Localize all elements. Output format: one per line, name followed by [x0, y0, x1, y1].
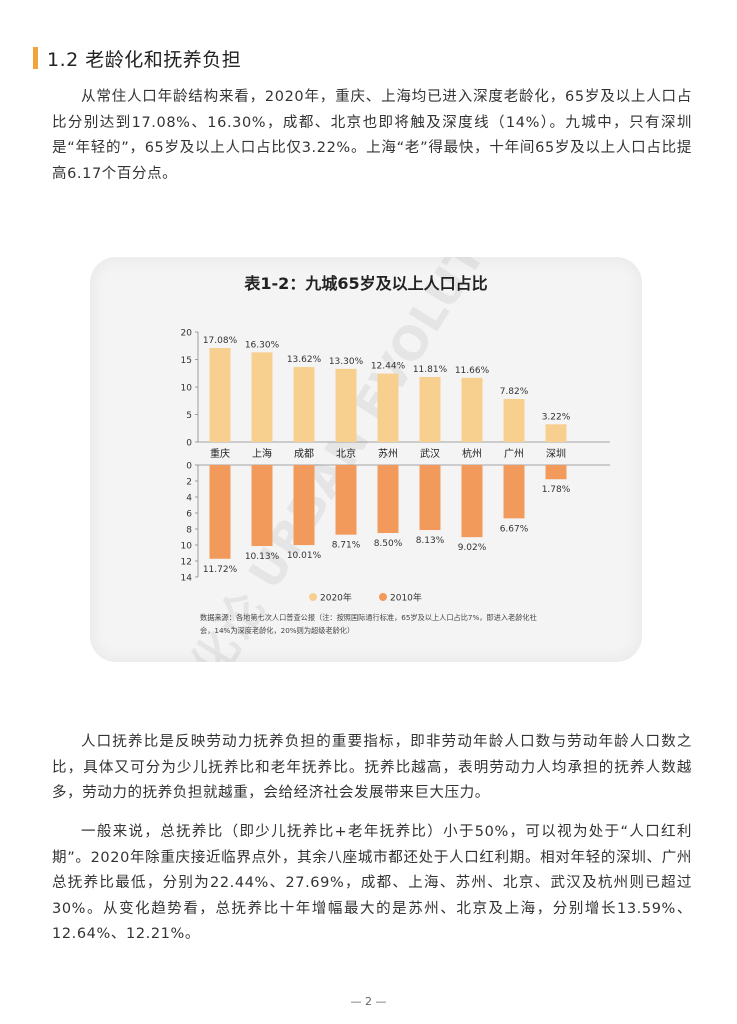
category-label: 北京: [336, 447, 356, 460]
bar-2010: [419, 465, 441, 531]
heading-accent-bar: [33, 47, 38, 69]
bottom-tick-label: 8: [186, 526, 192, 536]
category-label: 广州: [504, 448, 524, 460]
bar-2020: [335, 368, 357, 442]
page-number: — 2 —: [350, 995, 387, 1008]
bar-2020: [545, 424, 567, 442]
data-label-2020: 16.30%: [245, 340, 280, 350]
bar-2010: [377, 465, 399, 533]
aging-chart: 城市进化论 URBAN EVOLUTION表1-2：九城65岁及以上人口占比05…: [107, 257, 610, 662]
data-label-2020: 7.82%: [500, 387, 529, 397]
bottom-tick-label: 2: [186, 478, 192, 488]
legend-label-2010: 2010年: [390, 592, 422, 604]
bar-2020: [461, 377, 483, 442]
bar-2010: [209, 465, 231, 559]
bar-2020: [419, 377, 441, 442]
bar-2010: [545, 465, 567, 480]
data-label-2020: 13.30%: [329, 357, 364, 367]
bar-2020: [503, 398, 525, 442]
bar-2020: [251, 352, 273, 442]
bottom-tick-label: 10: [181, 542, 193, 552]
category-label: 武汉: [420, 447, 440, 460]
bar-2020: [377, 373, 399, 442]
data-label-2010: 8.71%: [332, 541, 361, 551]
source-note-line: 会，14%为深度老龄化，20%则为超级老龄化）: [200, 626, 354, 635]
paragraph-dependency-ratio: 人口抚养比是反映劳动力抚养负担的重要指标，即非劳动年龄人口数与劳动年龄人口数之比…: [52, 734, 692, 801]
bar-2020: [209, 348, 231, 442]
top-tick-label: 15: [181, 356, 192, 366]
data-label-2010: 10.01%: [287, 551, 322, 561]
top-tick-label: 20: [181, 329, 193, 339]
top-tick-label: 10: [181, 384, 193, 394]
paragraph-demographic-dividend: 一般来说，总抚养比（即少儿抚养比+老年抚养比）小于50%，可以视为处于“人口红利…: [52, 824, 692, 942]
bottom-tick-label: 0: [186, 462, 192, 472]
data-label-2010: 6.67%: [500, 524, 529, 534]
legend-swatch-2010: [379, 593, 387, 601]
chart-card: 城市进化论 URBAN EVOLUTION 表1-2：九城65岁及以上人口占比 0 5…: [90, 257, 642, 662]
data-label-2020: 12.44%: [371, 362, 406, 372]
section-heading: 1.2 老龄化和抚养负担: [33, 45, 241, 71]
data-label-2010: 10.13%: [245, 552, 280, 562]
source-note-line: 数据来源：各地第七次人口普查公报（注：按照国际通行标准，65岁及以上人口占比7%…: [200, 613, 537, 622]
bar-2010: [251, 465, 273, 547]
bar-2010: [503, 465, 525, 519]
data-label-2010: 8.50%: [374, 539, 403, 549]
data-label-2020: 13.62%: [287, 355, 322, 365]
category-label: 上海: [252, 447, 272, 460]
category-label: 苏州: [378, 447, 398, 460]
bottom-tick-label: 12: [181, 558, 192, 568]
category-label: 深圳: [546, 448, 566, 460]
top-tick-label: 5: [186, 411, 192, 421]
category-label: 成都: [294, 448, 314, 460]
data-label-2010: 8.13%: [416, 536, 445, 546]
data-label-2020: 11.66%: [455, 366, 490, 376]
paragraph-aging: 从常住人口年龄结构来看，2020年，重庆、上海均已进入深度老龄化，65岁及以上人…: [52, 89, 692, 182]
bar-2010: [461, 465, 483, 538]
bottom-tick-label: 14: [181, 574, 193, 584]
section-title: 1.2 老龄化和抚养负担: [47, 48, 242, 71]
chart-title: 表1-2：九城65岁及以上人口占比: [243, 274, 487, 293]
data-label-2020: 11.81%: [413, 365, 448, 375]
legend-label-2020: 2020年: [320, 592, 352, 604]
data-label-2010: 11.72%: [203, 565, 238, 575]
bar-2010: [293, 465, 315, 546]
data-label-2020: 17.08%: [203, 336, 238, 346]
data-label-2010: 1.78%: [542, 485, 571, 495]
category-label: 重庆: [210, 447, 230, 460]
data-label-2010: 9.02%: [458, 543, 487, 553]
bar-2020: [293, 367, 315, 442]
legend-swatch-2020: [309, 593, 317, 601]
bottom-tick-label: 4: [186, 494, 192, 504]
bar-2010: [335, 465, 357, 535]
bottom-tick-label: 6: [186, 510, 192, 520]
category-label: 杭州: [462, 447, 482, 460]
top-tick-label: 0: [186, 439, 192, 449]
data-label-2020: 3.22%: [542, 412, 571, 422]
